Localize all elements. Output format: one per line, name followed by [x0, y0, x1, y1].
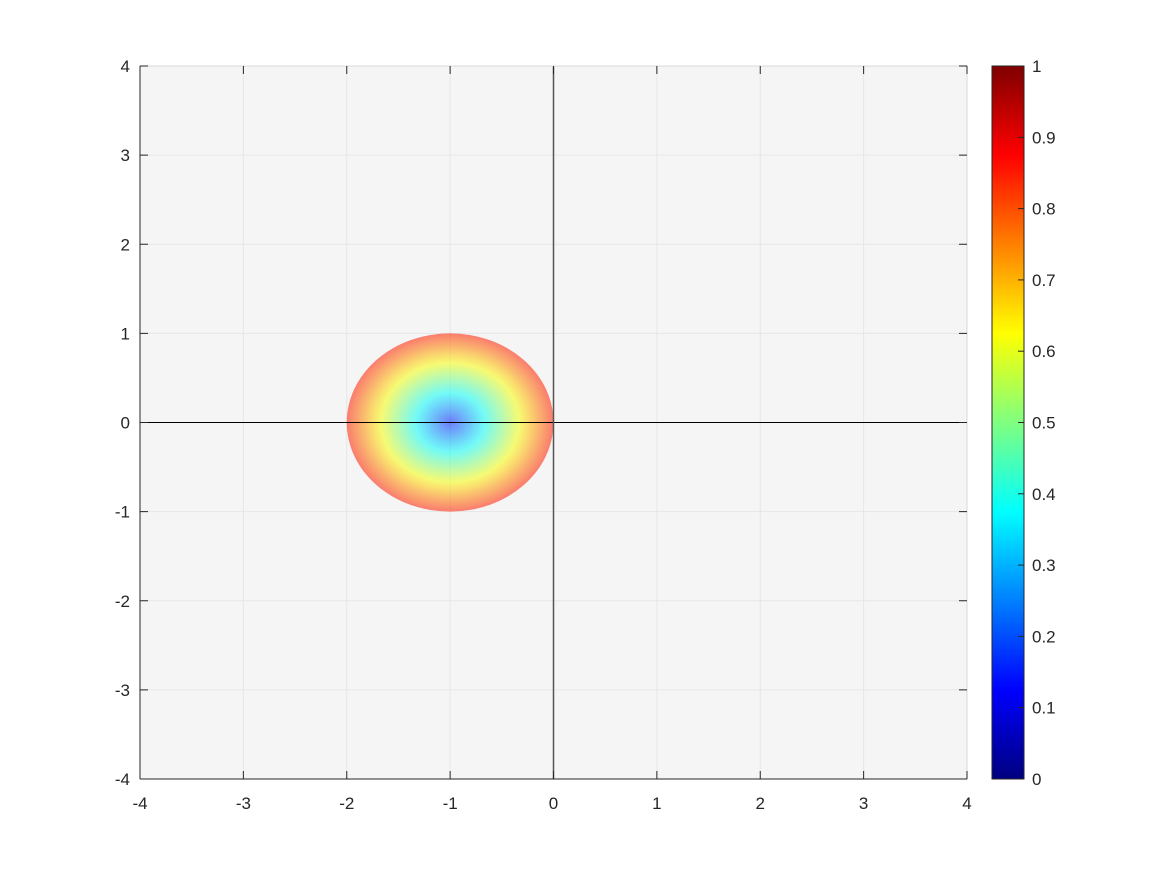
y-tick-label: -1	[115, 503, 130, 522]
y-tick-label: -4	[115, 770, 130, 789]
x-tick-label: 1	[652, 794, 661, 813]
colorbar-tick-label: 0.8	[1032, 200, 1056, 219]
x-tick-label: 2	[756, 794, 765, 813]
x-tick-label: 0	[549, 794, 558, 813]
y-tick-label: -2	[115, 592, 130, 611]
colorbar-tick-label: 0.1	[1032, 699, 1056, 718]
y-tick-label: 3	[121, 146, 130, 165]
colorbar-tick-label: 0.6	[1032, 342, 1056, 361]
x-tick-label: -2	[339, 794, 354, 813]
colorbar-tick-label: 0	[1032, 770, 1041, 789]
y-tick-label: 1	[121, 324, 130, 343]
x-tick-label: 4	[962, 794, 971, 813]
y-tick-label: 2	[121, 235, 130, 254]
x-axis-ticks: -4 -3 -2 -1 0 1 2 3 4	[132, 66, 972, 813]
y-tick-label: -3	[115, 681, 130, 700]
colorbar-tick-label: 0.3	[1032, 556, 1056, 575]
x-tick-label: -4	[132, 794, 147, 813]
colorbar: 0 0.1 0.2 0.3 0.4 0.5 0.6 0.7 0.8 0.9 1	[991, 57, 1056, 789]
y-axis-ticks: -4 -3 -2 -1 0 1 2 3 4	[115, 57, 967, 789]
y-tick-label: 0	[121, 414, 130, 433]
x-tick-label: -3	[236, 794, 251, 813]
reference-lines	[140, 66, 967, 779]
colorbar-tick-label: 0.5	[1032, 414, 1056, 433]
colorbar-tick-label: 0.7	[1032, 271, 1056, 290]
colorbar-tick-label: 0.4	[1032, 485, 1056, 504]
colorbar-tick-label: 0.2	[1032, 627, 1056, 646]
x-tick-label: -1	[443, 794, 458, 813]
y-tick-label: 4	[121, 57, 130, 76]
colorbar-tick-label: 0.9	[1032, 128, 1056, 147]
x-tick-label: 3	[859, 794, 868, 813]
colorbar-tick-label: 1	[1032, 57, 1041, 76]
